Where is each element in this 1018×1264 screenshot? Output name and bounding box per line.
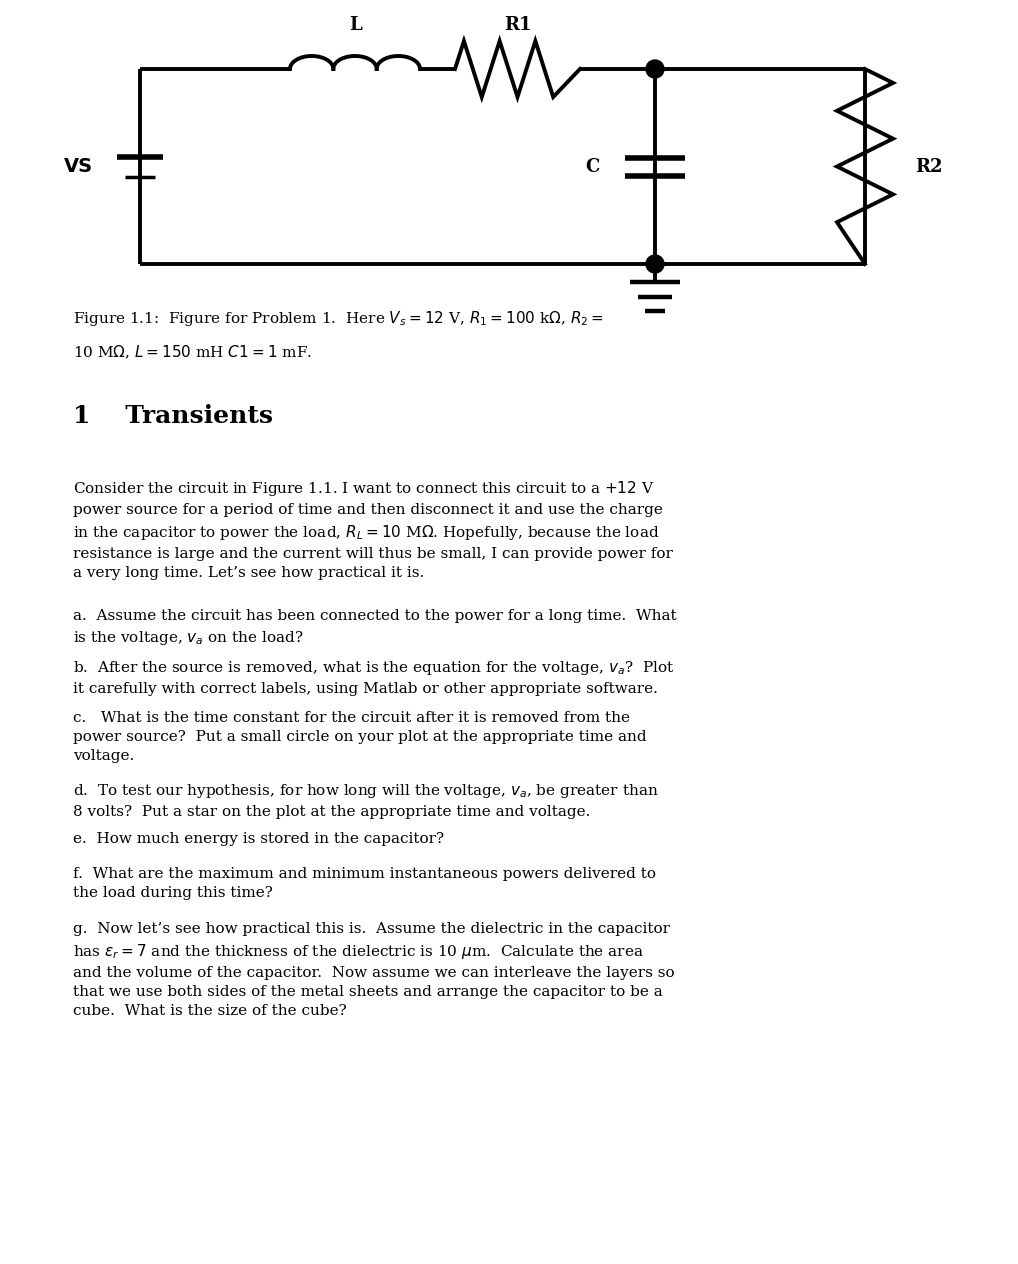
Text: f.  What are the maximum and minimum instantaneous powers delivered to
the load : f. What are the maximum and minimum inst… bbox=[73, 867, 657, 900]
Text: d.  To test our hypothesis, for how long will the voltage, $v_a$, be greater tha: d. To test our hypothesis, for how long … bbox=[73, 782, 659, 819]
Circle shape bbox=[646, 255, 664, 273]
Text: g.  Now let’s see how practical this is.  Assume the dielectric in the capacitor: g. Now let’s see how practical this is. … bbox=[73, 921, 675, 1018]
Text: 10 M$\Omega$, $L = 150$ mH $C1 = 1$ mF.: 10 M$\Omega$, $L = 150$ mH $C1 = 1$ mF. bbox=[73, 344, 313, 362]
Text: 1    Transients: 1 Transients bbox=[73, 404, 273, 428]
Text: C: C bbox=[585, 158, 600, 176]
Text: R2: R2 bbox=[915, 158, 943, 176]
Circle shape bbox=[646, 59, 664, 78]
Text: e.  How much energy is stored in the capacitor?: e. How much energy is stored in the capa… bbox=[73, 832, 445, 846]
Text: VS: VS bbox=[63, 157, 93, 176]
Text: L: L bbox=[348, 16, 361, 34]
Text: c.   What is the time constant for the circuit after it is removed from the
powe: c. What is the time constant for the cir… bbox=[73, 710, 646, 763]
Text: R1: R1 bbox=[504, 16, 531, 34]
Text: Consider the circuit in Figure 1.1. I want to connect this circuit to a $+12$ V
: Consider the circuit in Figure 1.1. I wa… bbox=[73, 479, 673, 580]
Text: a.  Assume the circuit has been connected to the power for a long time.  What
is: a. Assume the circuit has been connected… bbox=[73, 609, 677, 647]
Text: Figure 1.1:  Figure for Problem 1.  Here $V_s = 12$ V, $R_1 = 100$ k$\Omega$, $R: Figure 1.1: Figure for Problem 1. Here $… bbox=[73, 308, 605, 327]
Text: b.  After the source is removed, what is the equation for the voltage, $v_a$?  P: b. After the source is removed, what is … bbox=[73, 659, 675, 696]
